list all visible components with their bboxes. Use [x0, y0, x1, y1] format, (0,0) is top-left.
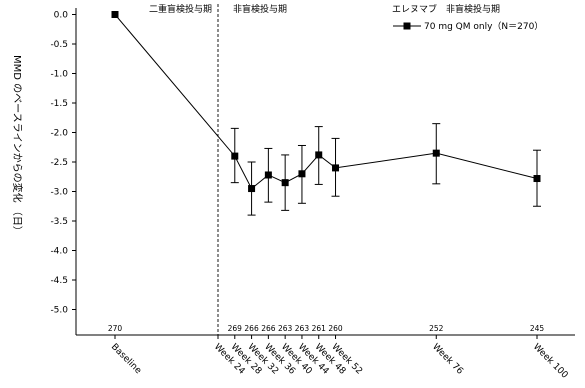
y-axis-label: MMD のベースラインからの変化 （日） [11, 55, 24, 236]
data-point [281, 179, 289, 187]
data-point [111, 11, 119, 18]
y-tick-label: -4.0 [50, 247, 68, 257]
y-tick-label: -4.5 [50, 276, 68, 286]
n-label: 263 [295, 324, 310, 333]
y-tick-label: -2.0 [50, 129, 68, 139]
data-point [533, 175, 541, 183]
y-ticks: 0.0 -0.5 -1.0 -1.5 -2.0 -2.5 -3.0 -3.5 -4.0 -4.5 -… [50, 11, 76, 316]
n-label: 260 [328, 324, 343, 333]
series [111, 11, 541, 216]
n-label: 261 [312, 324, 327, 333]
data-point [231, 152, 239, 160]
x-tick-label: Week 100 [531, 342, 570, 381]
n-label: 252 [429, 324, 444, 333]
y-tick-label: -1.0 [50, 70, 68, 80]
y-tick-label: -1.5 [50, 99, 68, 109]
n-label: 266 [261, 324, 276, 333]
legend-title: エレヌマブ 非盲検投与期 [392, 3, 500, 15]
n-label: 270 [108, 324, 123, 333]
legend-series-name: 70 mg QM only（N＝270） [424, 21, 543, 32]
data-point [298, 170, 306, 178]
x-tick-label: Week 76 [430, 342, 465, 377]
n-labels: 270 269 266 266 263 263 261 260 252 245 [108, 324, 545, 333]
n-label: 269 [228, 324, 243, 333]
x-tick-label: Baseline [109, 342, 143, 376]
y-tick-label: -3.0 [50, 188, 68, 198]
y-tick-label: -3.5 [50, 217, 68, 227]
y-tick-label: 0.0 [54, 11, 69, 21]
series-line [114, 14, 538, 190]
open-label-period-label: 非盲検投与期 [233, 3, 287, 15]
data-point [315, 151, 323, 159]
double-blind-period-label: 二重盲検投与期 [149, 3, 212, 15]
data-point [332, 164, 340, 172]
data-point [264, 171, 272, 179]
n-label: 263 [278, 324, 293, 333]
n-label: 266 [244, 324, 259, 333]
n-label: 245 [530, 324, 545, 333]
y-tick-label: -0.5 [50, 40, 68, 50]
data-point [432, 149, 440, 157]
y-tick-label: -2.5 [50, 158, 68, 168]
y-tick-label: -5.0 [50, 306, 68, 316]
legend-marker [403, 22, 411, 30]
data-point [248, 185, 256, 193]
legend: エレヌマブ 非盲検投与期 70 mg QM only（N＝270） [392, 3, 543, 32]
